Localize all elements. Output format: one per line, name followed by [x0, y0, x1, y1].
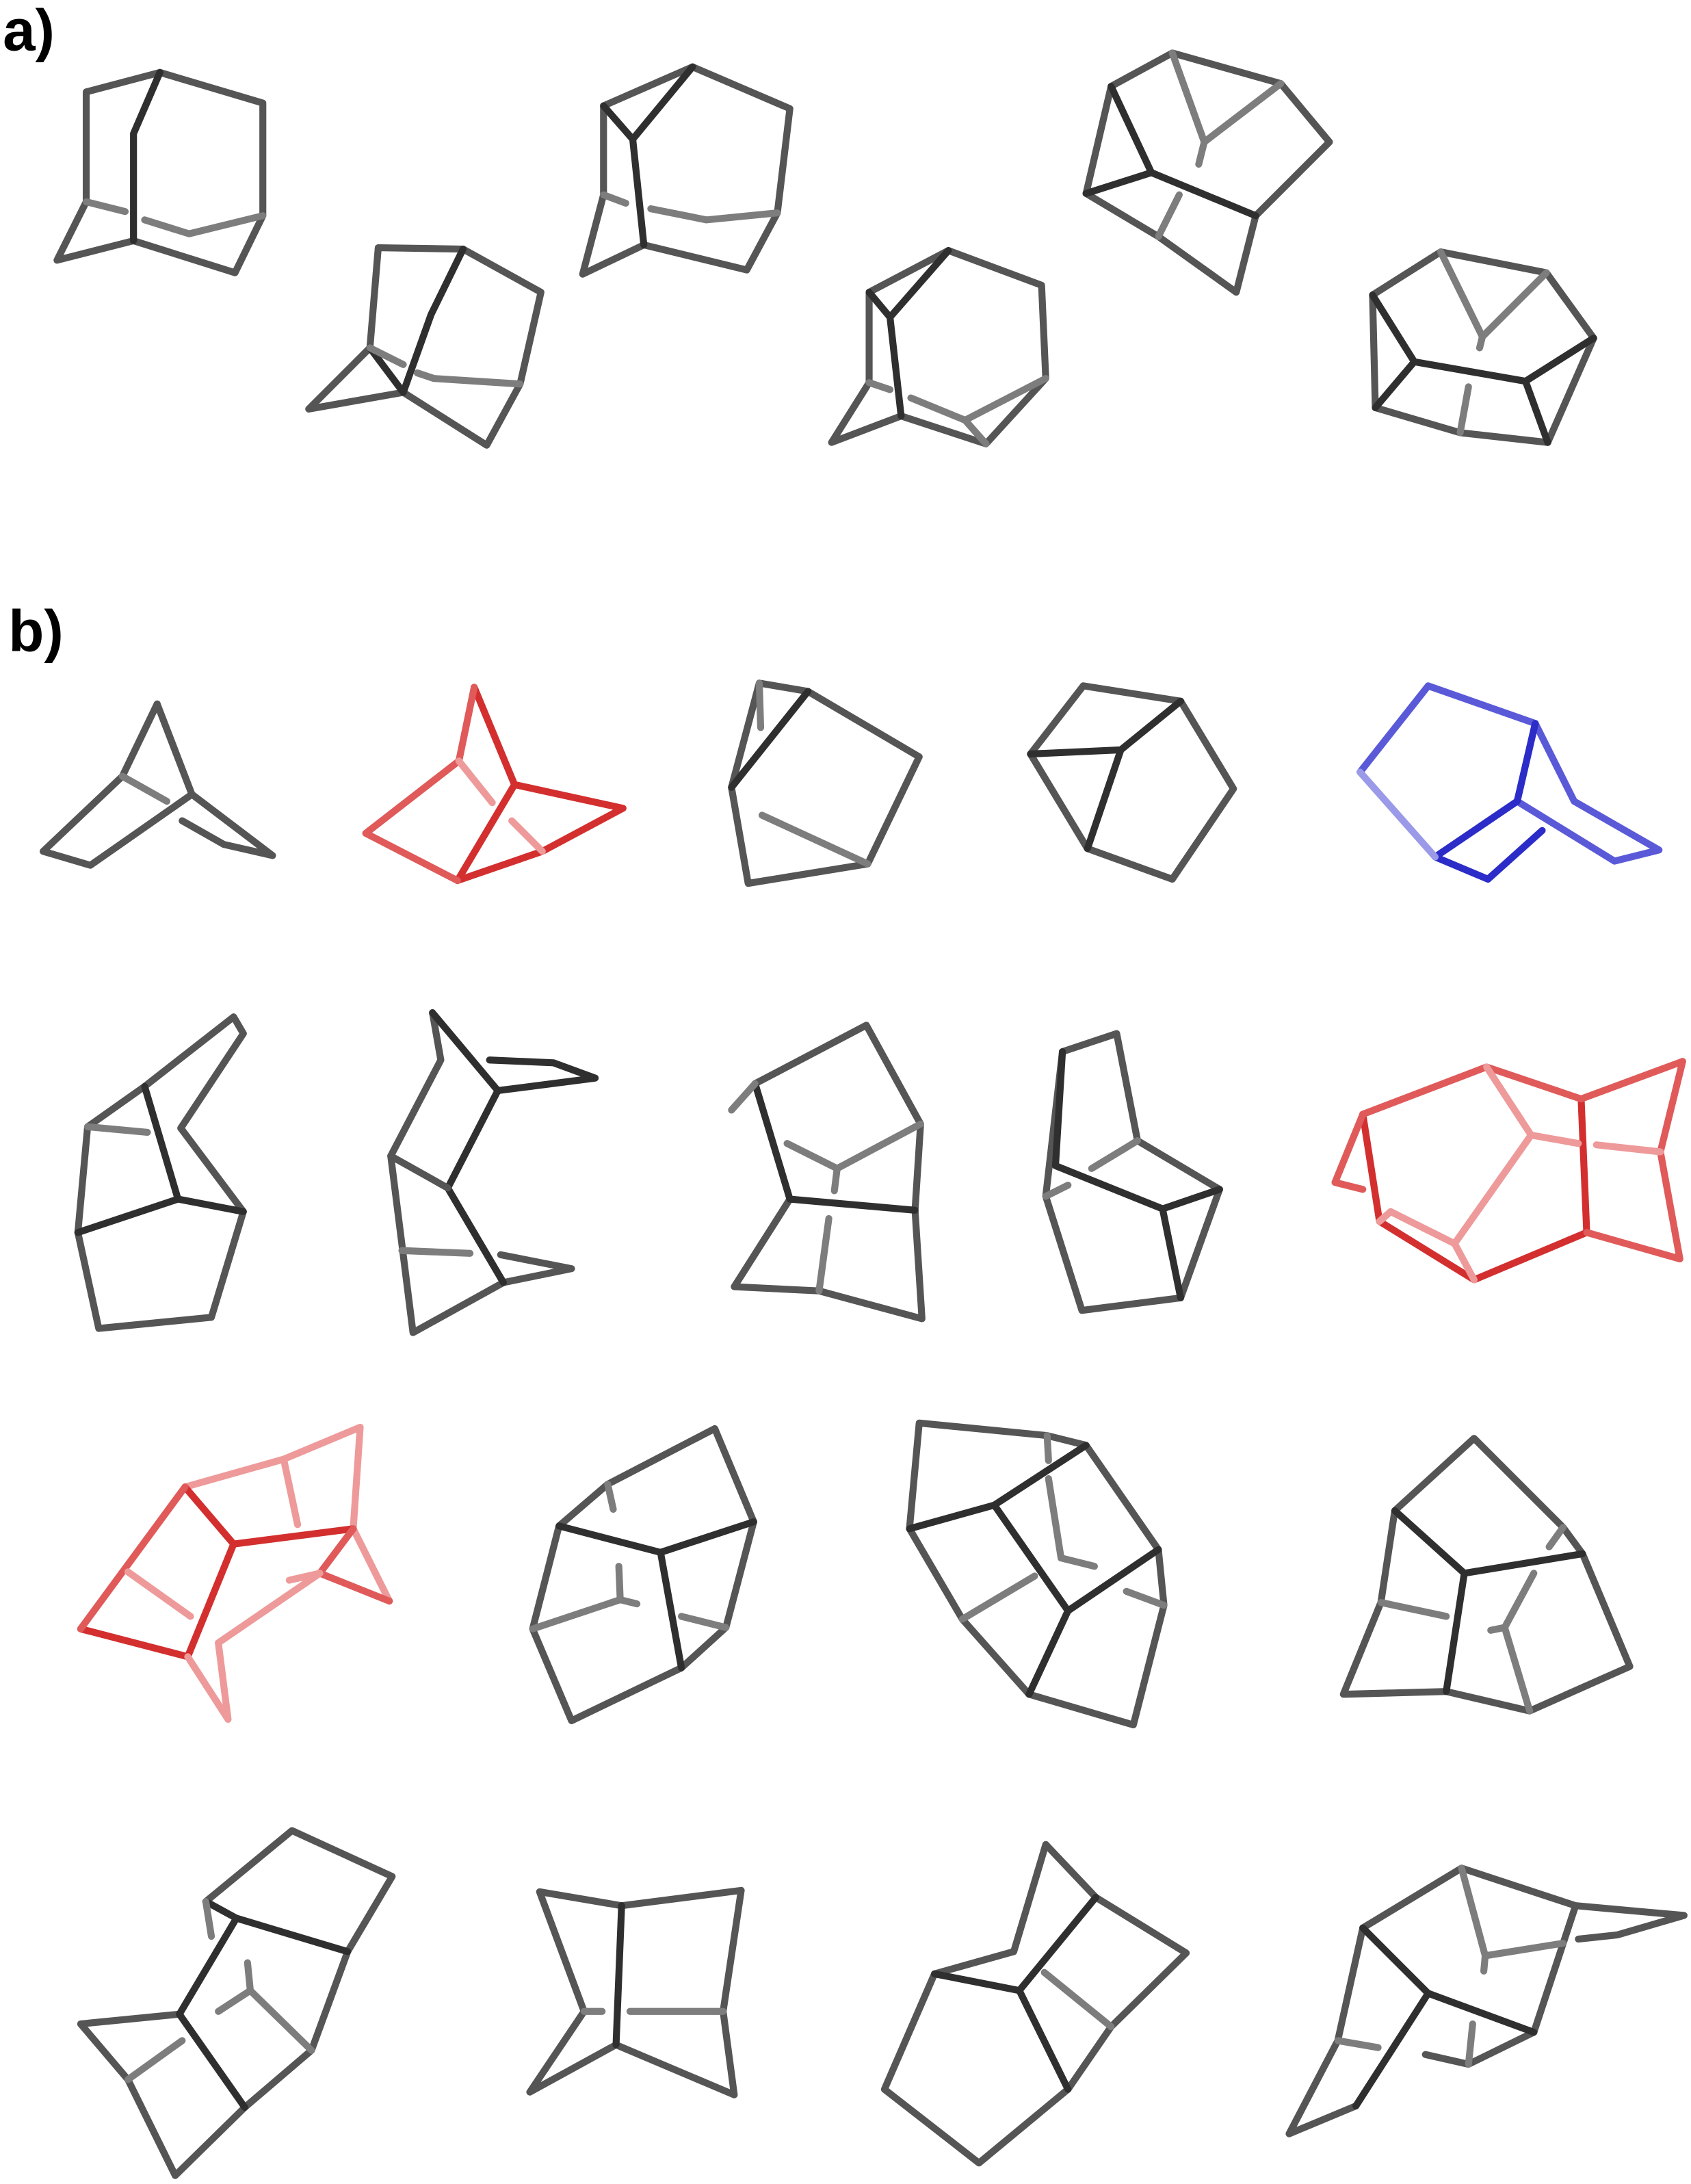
panel-a [53, 49, 1597, 449]
structure-b-18 [1285, 1864, 1688, 2137]
structure-b-1 [39, 700, 276, 869]
structure-b-6 [74, 1013, 247, 1332]
structure-b-11 [77, 1423, 393, 1723]
structure-b-17 [880, 1841, 1190, 2167]
structure-b-3 [728, 679, 923, 887]
panel-b-label: b) [8, 599, 64, 664]
structure-b-14 [1339, 1435, 1634, 1715]
structure-b-5 [1356, 682, 1663, 883]
structure-b-7 [387, 1009, 599, 1336]
structure-b-15 [77, 1827, 396, 2179]
panel-a-label: a) [3, 0, 55, 63]
structure-b-9 [1042, 1030, 1223, 1314]
structure-a-5 [1082, 49, 1333, 296]
structure-b-10 [1331, 1058, 1686, 1284]
structure-a-3 [579, 63, 794, 278]
structure-b-4 [1027, 682, 1237, 883]
structure-a-1 [53, 68, 267, 276]
structure-a-6 [1369, 248, 1597, 446]
structure-b-12 [529, 1425, 757, 1724]
structure-a-2 [305, 244, 545, 449]
structure-b-8 [728, 1022, 926, 1323]
structure-b-13 [906, 1419, 1168, 1729]
panel-b [39, 679, 1688, 2179]
structure-a-4 [828, 247, 1049, 447]
structure-b-16 [526, 1886, 745, 2098]
structure-b-2 [362, 684, 627, 885]
